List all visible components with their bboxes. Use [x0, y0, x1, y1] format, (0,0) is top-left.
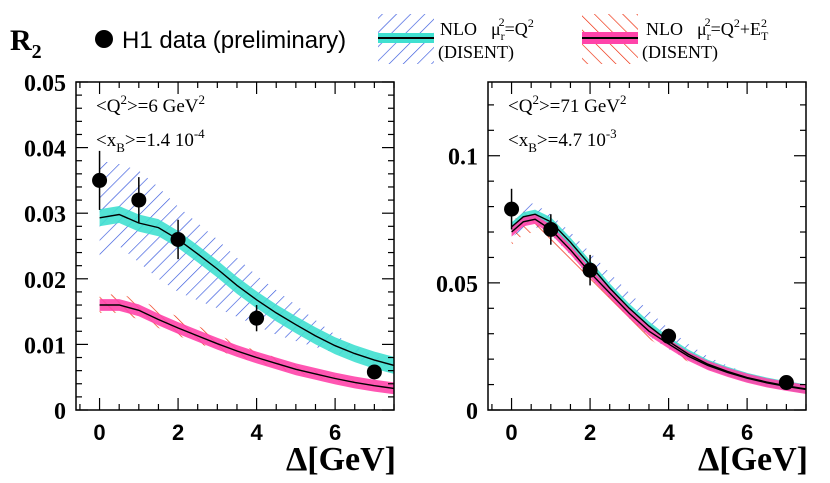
data-point [582, 262, 598, 278]
annotation-q2: <Q2>=6 GeV2 [96, 92, 205, 117]
legend-nlo-q2: NLO μr2=Q2 (DISENT) [378, 14, 534, 64]
nlo-q2-line [511, 213, 806, 390]
data-point [249, 310, 265, 326]
panel-left: 0 2 4 6 0 0.01 0.02 0.03 0.04 0.05 Δ[GeV] <Q2>=6 Ge… [24, 71, 396, 478]
data-point [504, 201, 520, 217]
x-tick-label: 4 [250, 420, 263, 445]
x-axis-label: Δ[GeV] [286, 441, 396, 478]
nlo-q2et-error-band [99, 299, 394, 395]
x-tick-label: 2 [584, 420, 596, 445]
legend-data-marker [95, 30, 113, 48]
nlo-q2-scale-hatch [511, 201, 806, 391]
y-tick-label: 0.05 [436, 272, 478, 298]
legend-data-label: H1 data (preliminary) [122, 27, 346, 54]
plot-area [92, 150, 394, 395]
y-tick-label: 0.04 [24, 137, 66, 163]
y-tick-label: 0.05 [24, 71, 66, 97]
x-tick-label: 0 [505, 420, 517, 445]
x-tick-label: 0 [93, 420, 105, 445]
nlo-q2et-scale-hatch [511, 211, 806, 391]
nlo-q2-scale-hatch [99, 160, 394, 368]
nlo-q2et-line [99, 304, 394, 390]
nlo-q2-error-band [511, 209, 806, 394]
x-tick-label: 6 [329, 420, 341, 445]
annotation-xb: <xB>=4.7 10-3 [508, 126, 617, 155]
x-tick-label: 6 [741, 420, 753, 445]
data-point [170, 231, 186, 247]
data-point [661, 328, 677, 344]
nlo-q2-error-band [99, 206, 394, 374]
y-tick-label: 0.1 [448, 145, 478, 171]
data-point [92, 172, 108, 188]
y-tick-label: 0 [54, 399, 66, 425]
data-point [543, 221, 559, 237]
plot-frame [75, 81, 395, 411]
data-point [131, 192, 147, 208]
legend-nlo-q2et-label: NLO μr2=Q2+E2 T [646, 15, 769, 43]
legend-nlo-q2et-sublabel: (DISENT) [642, 42, 718, 63]
y-tick-label: 0.03 [24, 202, 66, 228]
nlo-q2et-scale-hatch [99, 293, 394, 389]
annotation-xb: <xB>=1.4 10-4 [96, 126, 205, 155]
x-axis-label: Δ[GeV] [698, 441, 808, 478]
panel-right: 0 2 4 6 0 0.05 0.1 Δ[GeV] <Q2>=71 GeV2 <xB>=4.7 1… [436, 81, 808, 478]
legend-nlo-q2-label: NLO μr2=Q2 [440, 15, 534, 43]
data-point [366, 364, 382, 380]
legend-nlo-q2-sublabel: (DISENT) [438, 42, 514, 63]
data-point [778, 375, 794, 391]
y-tick-label: 0.01 [24, 333, 66, 359]
y-tick-label: 0.02 [24, 268, 66, 294]
x-tick-label: 2 [172, 420, 184, 445]
nlo-q2-line [99, 213, 394, 367]
annotation-q2: <Q2>=71 GeV2 [508, 92, 627, 117]
y-tick-label: 0 [466, 399, 478, 425]
plot-area [504, 188, 806, 394]
legend-nlo-q2et: NLO μr2=Q2+E2 T (DISENT) [582, 14, 769, 64]
y-axis-title: R2 [10, 24, 42, 63]
plot-frame [487, 81, 807, 411]
x-tick-label: 4 [662, 420, 675, 445]
